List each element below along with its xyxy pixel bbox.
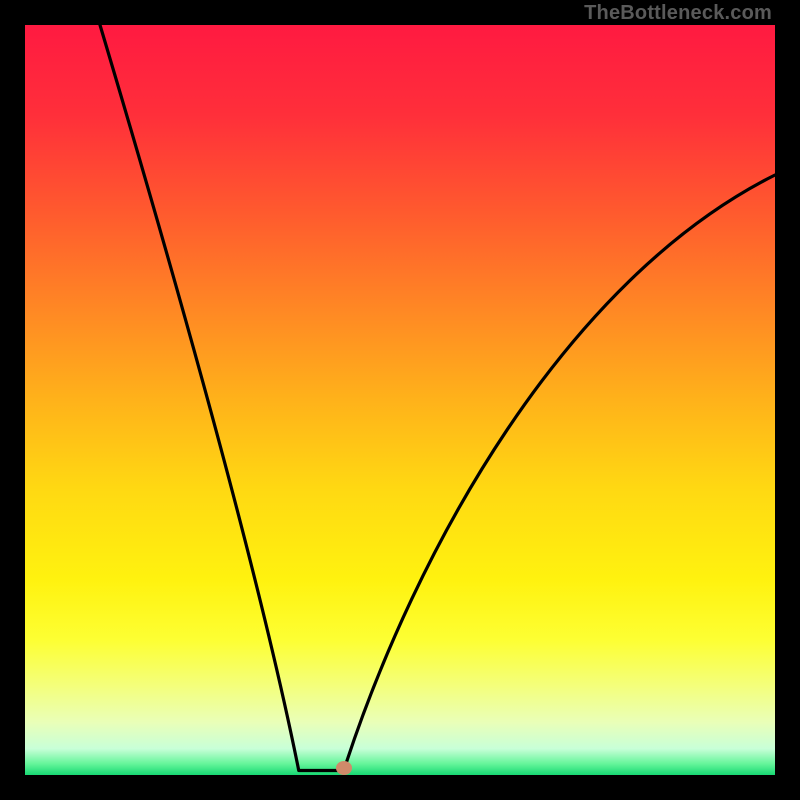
plot-area <box>25 25 775 775</box>
valley-marker-icon <box>336 761 352 775</box>
bottleneck-curve-svg <box>25 25 775 775</box>
bottleneck-curve <box>100 25 775 771</box>
watermark-text: TheBottleneck.com <box>584 2 772 25</box>
